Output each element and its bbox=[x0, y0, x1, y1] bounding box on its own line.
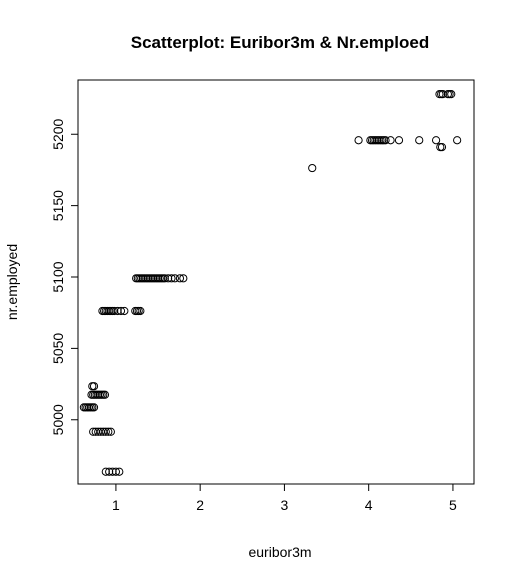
data-point bbox=[431, 136, 441, 145]
y-axis: 5000 5050 5100 5150 5200 bbox=[50, 118, 78, 435]
chart-title: Scatterplot: Euribor3m & Nr.emploed bbox=[131, 33, 430, 52]
data-point bbox=[381, 136, 390, 145]
data-point bbox=[437, 143, 447, 152]
data-point bbox=[100, 390, 110, 399]
data-point bbox=[170, 274, 179, 283]
data-point bbox=[179, 274, 188, 283]
data-point bbox=[308, 163, 317, 173]
x-axis: 1 2 3 4 5 bbox=[112, 484, 457, 513]
x-tick-label: 4 bbox=[365, 497, 373, 513]
data-point bbox=[447, 90, 456, 99]
x-tick-label: 2 bbox=[196, 497, 204, 513]
data-point bbox=[394, 136, 404, 145]
data-point bbox=[445, 90, 454, 99]
y-tick-label: 5100 bbox=[50, 261, 66, 292]
data-point bbox=[136, 306, 145, 316]
data-point bbox=[89, 382, 99, 391]
y-tick-label: 5050 bbox=[50, 333, 66, 364]
data-point bbox=[111, 467, 121, 476]
data-point bbox=[167, 274, 176, 283]
data-point bbox=[453, 136, 462, 145]
y-tick-label: 5200 bbox=[50, 118, 66, 149]
data-point bbox=[106, 427, 115, 436]
data-point bbox=[104, 427, 113, 436]
x-tick-label: 3 bbox=[281, 497, 289, 513]
x-axis-label: euribor3m bbox=[248, 544, 311, 560]
data-point bbox=[415, 136, 424, 145]
y-tick-label: 5150 bbox=[50, 190, 66, 221]
data-point bbox=[354, 136, 363, 145]
data-point bbox=[436, 143, 445, 152]
x-tick-label: 5 bbox=[449, 497, 457, 513]
data-point bbox=[437, 90, 446, 99]
data-point bbox=[101, 427, 110, 436]
plot-frame bbox=[77, 79, 475, 485]
data-point bbox=[175, 274, 185, 283]
data-point bbox=[89, 403, 99, 412]
data-point bbox=[88, 382, 97, 391]
y-tick-label: 5000 bbox=[50, 404, 66, 435]
data-point bbox=[386, 136, 395, 145]
x-tick-label: 1 bbox=[112, 497, 120, 513]
data-point bbox=[120, 306, 129, 316]
data-point bbox=[115, 467, 124, 476]
data-point bbox=[116, 306, 126, 316]
data-points bbox=[79, 90, 462, 476]
y-axis-label: nr.employed bbox=[4, 244, 20, 320]
